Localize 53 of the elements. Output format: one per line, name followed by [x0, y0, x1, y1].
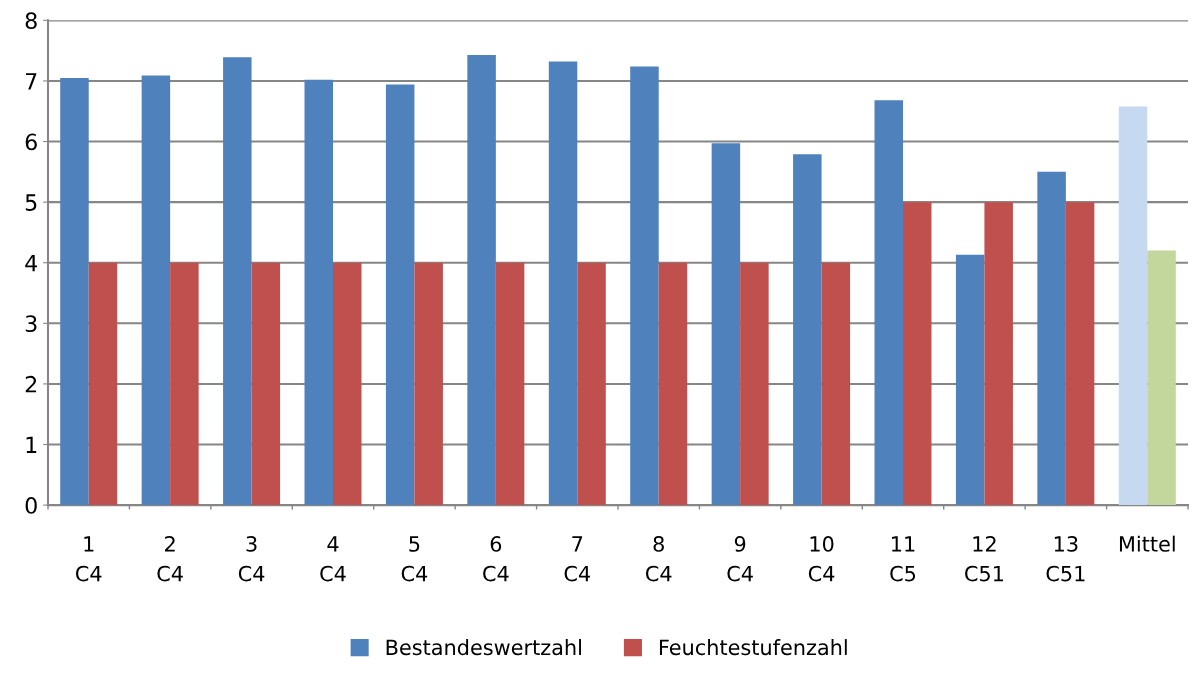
- x-tick-label: 13 C51: [1046, 536, 1085, 582]
- x-tick-label: 8 C4: [645, 536, 672, 582]
- bar: [141, 75, 171, 506]
- x-tick-label: 4 C4: [320, 536, 346, 582]
- legend-label: Feuchtestufenzahl: [659, 639, 847, 656]
- y-tick-label: 6: [25, 133, 37, 151]
- bar: [223, 57, 252, 506]
- bar: [1037, 171, 1066, 506]
- x-tick-label: 10 C4: [808, 536, 835, 582]
- bar: [903, 202, 932, 506]
- bar: [1147, 250, 1176, 506]
- legend-label: Bestandeswertzahl: [386, 639, 581, 656]
- bar: [495, 262, 525, 506]
- bar: [821, 262, 851, 506]
- bar: [414, 262, 443, 506]
- bar: [60, 77, 89, 506]
- bar: [1065, 202, 1095, 506]
- y-tick-label: 8: [25, 12, 37, 30]
- x-tick-label: 2 C4: [157, 536, 183, 582]
- bar: [88, 262, 118, 506]
- x-tick-label: Mittel: [1119, 535, 1175, 552]
- bar: [385, 84, 415, 506]
- bar: [740, 262, 769, 506]
- bar: [1118, 106, 1148, 506]
- y-tick-label: 3: [25, 315, 37, 333]
- x-tick-label: 7 C4: [564, 536, 591, 582]
- bar: [333, 262, 362, 506]
- x-tick-label: 6 C4: [483, 536, 509, 582]
- y-tick-label: 0: [25, 497, 37, 514]
- y-tick-label: 2: [25, 375, 37, 393]
- x-tick-label: 9 C4: [727, 536, 753, 582]
- bar: [874, 100, 903, 506]
- bar: [548, 61, 578, 506]
- y-tick-label: 7: [25, 73, 37, 90]
- bar: [304, 79, 333, 506]
- bar: [955, 254, 985, 506]
- bar: [984, 202, 1013, 506]
- x-tick-label: 3 C4: [238, 536, 265, 582]
- bar: [793, 154, 822, 506]
- x-tick-label: 5 C4: [401, 536, 428, 582]
- y-tick-label: 5: [25, 194, 37, 211]
- x-tick-label: 12 C51: [965, 536, 1004, 582]
- y-tick-label: 1: [26, 436, 37, 453]
- x-tick-label: 11 C5: [890, 536, 916, 582]
- bar: [711, 143, 741, 506]
- bar: [170, 262, 199, 506]
- x-tick-label: 1 C4: [75, 536, 102, 582]
- bar: [251, 262, 281, 506]
- bar: [467, 54, 496, 506]
- bar: [658, 262, 688, 506]
- bar: [577, 262, 606, 506]
- bar: [630, 66, 659, 506]
- y-tick-label: 4: [25, 254, 38, 272]
